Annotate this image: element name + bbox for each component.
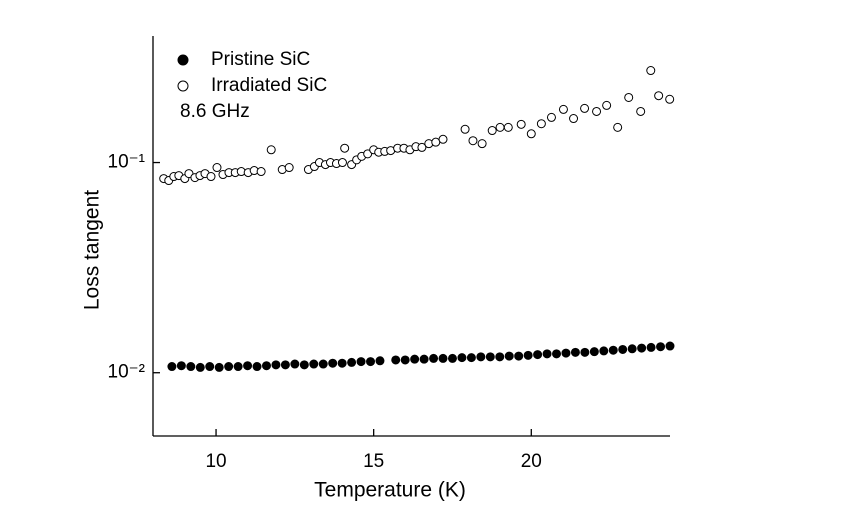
point bbox=[613, 122, 623, 132]
point bbox=[419, 354, 429, 364]
x-tick-label: 10 bbox=[205, 451, 226, 472]
point bbox=[167, 362, 177, 372]
point bbox=[580, 103, 590, 113]
point bbox=[261, 361, 271, 371]
point bbox=[337, 158, 347, 168]
point bbox=[624, 92, 634, 102]
point bbox=[618, 344, 628, 354]
point bbox=[477, 139, 487, 149]
point bbox=[646, 66, 656, 76]
point bbox=[195, 362, 205, 372]
point bbox=[457, 353, 467, 363]
point bbox=[495, 352, 505, 362]
point bbox=[400, 355, 410, 365]
point bbox=[340, 143, 350, 153]
point bbox=[636, 106, 646, 116]
point bbox=[466, 353, 476, 363]
point bbox=[580, 347, 590, 357]
point bbox=[299, 360, 309, 370]
point bbox=[280, 360, 290, 370]
point bbox=[468, 136, 478, 146]
point bbox=[205, 362, 215, 372]
point bbox=[536, 119, 546, 129]
point bbox=[656, 342, 666, 352]
point bbox=[271, 360, 281, 370]
legend-label: Irradiated SiC bbox=[211, 75, 327, 96]
legend-marker bbox=[177, 54, 189, 66]
point bbox=[627, 344, 637, 354]
x-tick-label: 15 bbox=[363, 451, 384, 472]
point bbox=[290, 359, 300, 369]
point bbox=[410, 354, 420, 364]
point bbox=[252, 362, 262, 372]
point bbox=[284, 163, 294, 173]
point bbox=[599, 346, 609, 356]
point bbox=[503, 122, 513, 132]
point bbox=[224, 362, 234, 372]
point bbox=[569, 114, 579, 124]
point bbox=[495, 122, 505, 132]
point bbox=[266, 145, 276, 155]
point bbox=[570, 347, 580, 357]
point bbox=[337, 358, 347, 368]
point bbox=[637, 343, 647, 353]
point bbox=[243, 361, 253, 371]
point bbox=[646, 342, 656, 352]
point bbox=[608, 345, 618, 355]
point bbox=[602, 100, 612, 110]
point bbox=[654, 91, 664, 101]
point bbox=[375, 356, 385, 366]
point bbox=[589, 347, 599, 357]
point bbox=[309, 359, 319, 369]
point bbox=[318, 359, 328, 369]
point bbox=[176, 361, 186, 371]
y-tick-label: 10⁻² bbox=[108, 362, 146, 383]
x-axis-label: Temperature (K) bbox=[314, 479, 466, 502]
legend-marker bbox=[177, 80, 189, 92]
point bbox=[561, 348, 571, 358]
annotation: 8.6 GHz bbox=[180, 101, 250, 122]
point bbox=[429, 353, 439, 363]
point bbox=[516, 119, 526, 129]
point bbox=[592, 106, 602, 116]
point bbox=[366, 357, 376, 367]
point bbox=[328, 358, 338, 368]
point bbox=[186, 362, 196, 372]
point bbox=[460, 124, 470, 134]
point bbox=[447, 353, 457, 363]
point bbox=[558, 104, 568, 114]
legend-label: Pristine SiC bbox=[211, 49, 310, 70]
point bbox=[542, 349, 552, 359]
x-tick-label: 20 bbox=[521, 451, 542, 472]
point bbox=[206, 172, 216, 182]
point bbox=[514, 351, 524, 361]
point bbox=[546, 112, 556, 122]
point bbox=[438, 134, 448, 144]
point bbox=[504, 351, 514, 361]
point bbox=[487, 126, 497, 136]
point bbox=[233, 362, 243, 372]
point bbox=[417, 142, 427, 152]
point bbox=[476, 352, 486, 362]
point bbox=[214, 362, 224, 372]
point bbox=[526, 129, 536, 139]
point bbox=[347, 357, 357, 367]
point bbox=[438, 353, 448, 363]
point bbox=[523, 350, 533, 360]
point bbox=[485, 352, 495, 362]
point bbox=[552, 349, 562, 359]
point bbox=[533, 350, 543, 360]
point bbox=[212, 163, 222, 173]
point bbox=[665, 94, 675, 104]
y-axis-label: Loss tangent bbox=[81, 190, 104, 310]
point bbox=[391, 355, 401, 365]
point bbox=[356, 357, 366, 367]
point bbox=[665, 341, 675, 351]
point bbox=[256, 167, 266, 177]
y-tick-label: 10⁻¹ bbox=[108, 152, 146, 173]
